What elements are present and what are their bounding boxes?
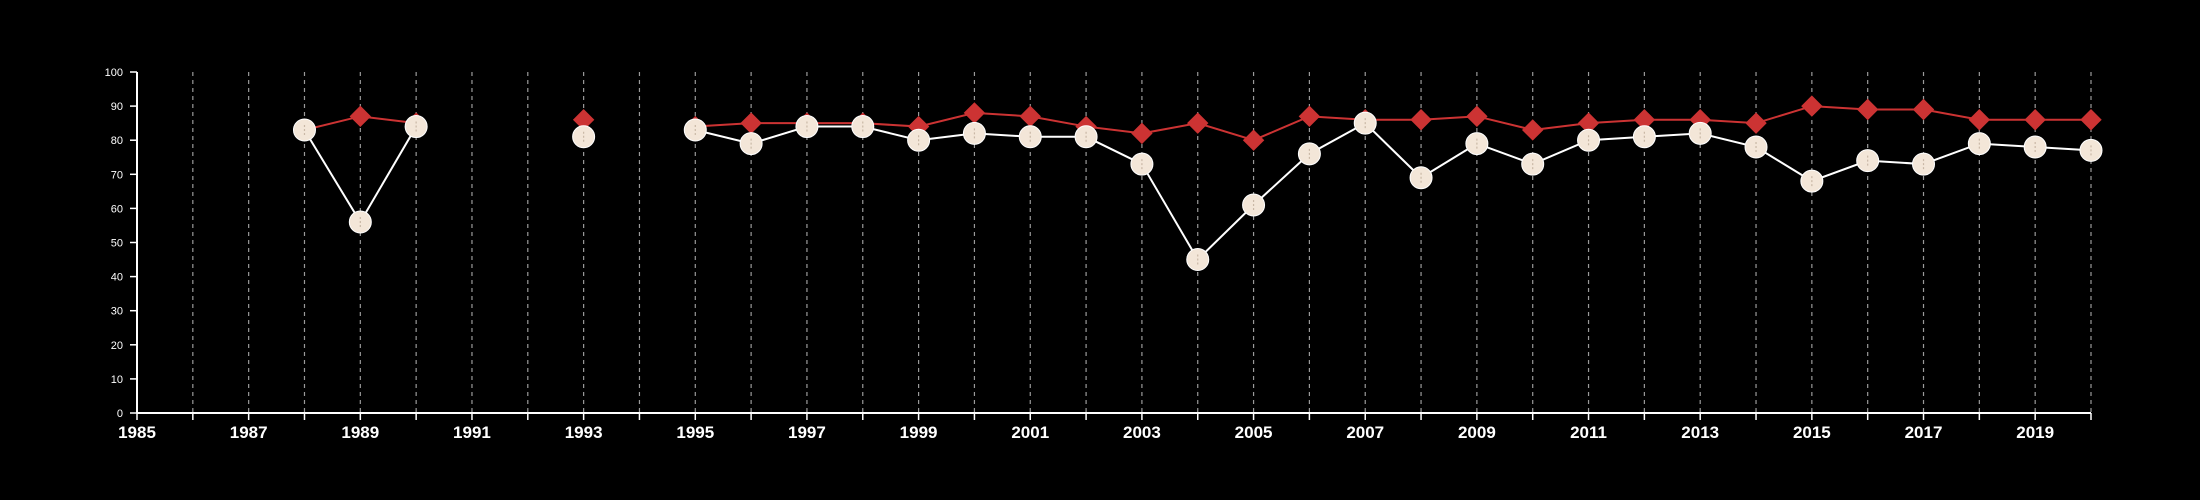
x-tick-label-1995: 1995	[676, 423, 714, 442]
series-1-point-2007	[1353, 111, 1377, 135]
series-0-point-2000	[963, 102, 986, 124]
series-1-point-2011	[1577, 128, 1601, 152]
y-tick-label-70: 70	[111, 169, 123, 181]
axis-layer: 0 10 20 30 40 50 60 70 80 90 100 1985 1987 1989 1991 19…	[105, 67, 2092, 442]
series-0-point-2006	[1298, 105, 1321, 128]
series-1-point-1999	[907, 128, 931, 152]
series-0-point-2009	[1466, 105, 1488, 128]
series-0-point-2003	[1131, 122, 1153, 145]
y-tick-label-10: 10	[111, 374, 123, 386]
series-1	[292, 111, 2103, 272]
series-0-point-2016	[1856, 98, 1879, 121]
x-tick-label-2019: 2019	[2016, 423, 2054, 442]
x-tick-label-2001: 2001	[1011, 423, 1049, 442]
series-1-point-2000	[962, 121, 986, 145]
y-tick-label-40: 40	[111, 272, 123, 284]
series-1-point-2008	[1409, 166, 1433, 190]
series-0-point-2004	[1187, 112, 1209, 134]
series-1-point-1988	[292, 118, 316, 142]
y-tick-label-20: 20	[111, 340, 123, 352]
x-tick-label-2009: 2009	[1458, 423, 1496, 442]
x-tick-label-2015: 2015	[1793, 423, 1831, 442]
series-1-point-2016	[1856, 149, 1880, 173]
series-0-point-2015	[1801, 95, 1823, 117]
series-1-point-1997	[795, 115, 819, 139]
x-tick-label-1997: 1997	[788, 423, 826, 442]
series-0-point-2001	[1019, 105, 1041, 128]
y-tick-label-80: 80	[111, 135, 123, 147]
series-1-point-2015	[1800, 169, 1824, 193]
series-1-point-1989	[348, 210, 372, 234]
series-1-point-2018	[1967, 132, 1991, 156]
series-1-point-1995	[683, 118, 707, 142]
x-tick-label-2011: 2011	[1570, 423, 1607, 442]
series-0-point-2018	[1968, 109, 1991, 131]
series-1-point-2014	[1744, 135, 1768, 159]
series-0-point-2017	[1912, 98, 1935, 121]
series-1-point-2003	[1130, 152, 1154, 176]
series-0-point-2010	[1522, 119, 1544, 141]
series-1-point-2005	[1242, 193, 1266, 217]
series-1-point-2020	[2079, 138, 2103, 162]
series-0-point-2020	[2080, 109, 2102, 131]
x-tick-label-1985: 1985	[118, 423, 156, 442]
series-1-point-2012	[1632, 125, 1656, 149]
x-tick-label-2013: 2013	[1681, 423, 1719, 442]
series-1-point-2017	[1912, 152, 1936, 176]
y-tick-label-0: 0	[117, 408, 123, 420]
x-tick-label-1989: 1989	[341, 423, 379, 442]
series-0-point-2008	[1410, 109, 1432, 131]
series-1-line-0	[303, 126, 418, 224]
x-tick-label-1991: 1991	[453, 423, 491, 442]
series-0-point-2005	[1242, 129, 1265, 151]
series-1-line-2	[695, 121, 2092, 262]
series-0-point-2014	[1745, 112, 1767, 134]
series-1-point-2019	[2023, 135, 2047, 159]
x-tick-label-2003: 2003	[1123, 423, 1161, 442]
x-tick-label-2005: 2005	[1235, 423, 1273, 442]
x-tick-label-2007: 2007	[1346, 423, 1384, 442]
series-1-point-2001	[1018, 125, 1042, 149]
y-tick-label-30: 30	[111, 306, 123, 318]
series-0-point-1989	[349, 105, 372, 128]
series-0-line-2	[695, 105, 2091, 142]
series-0-point-2019	[2024, 109, 2046, 131]
series-1-point-1998	[851, 115, 875, 139]
series-1-point-1996	[739, 132, 763, 156]
x-tick-label-1999: 1999	[900, 423, 938, 442]
series-1-point-2009	[1465, 132, 1489, 156]
y-tick-label-90: 90	[111, 101, 123, 113]
series-1-point-2013	[1688, 121, 1712, 145]
series-1-point-2010	[1521, 152, 1545, 176]
y-tick-label-100: 100	[105, 67, 123, 79]
series-0-point-1996	[740, 112, 762, 134]
series-1-point-1990	[404, 115, 428, 139]
series-1-point-1993	[572, 125, 596, 149]
series-layer	[292, 95, 2103, 272]
series-1-point-2006	[1297, 142, 1321, 166]
series-1-point-2002	[1074, 125, 1098, 149]
y-tick-label-50: 50	[111, 238, 123, 250]
y-tick-label-60: 60	[111, 203, 123, 215]
x-tick-label-2017: 2017	[1905, 423, 1943, 442]
series-1-point-2004	[1186, 248, 1210, 272]
x-tick-label-1993: 1993	[565, 423, 603, 442]
x-tick-label-1987: 1987	[230, 423, 268, 442]
